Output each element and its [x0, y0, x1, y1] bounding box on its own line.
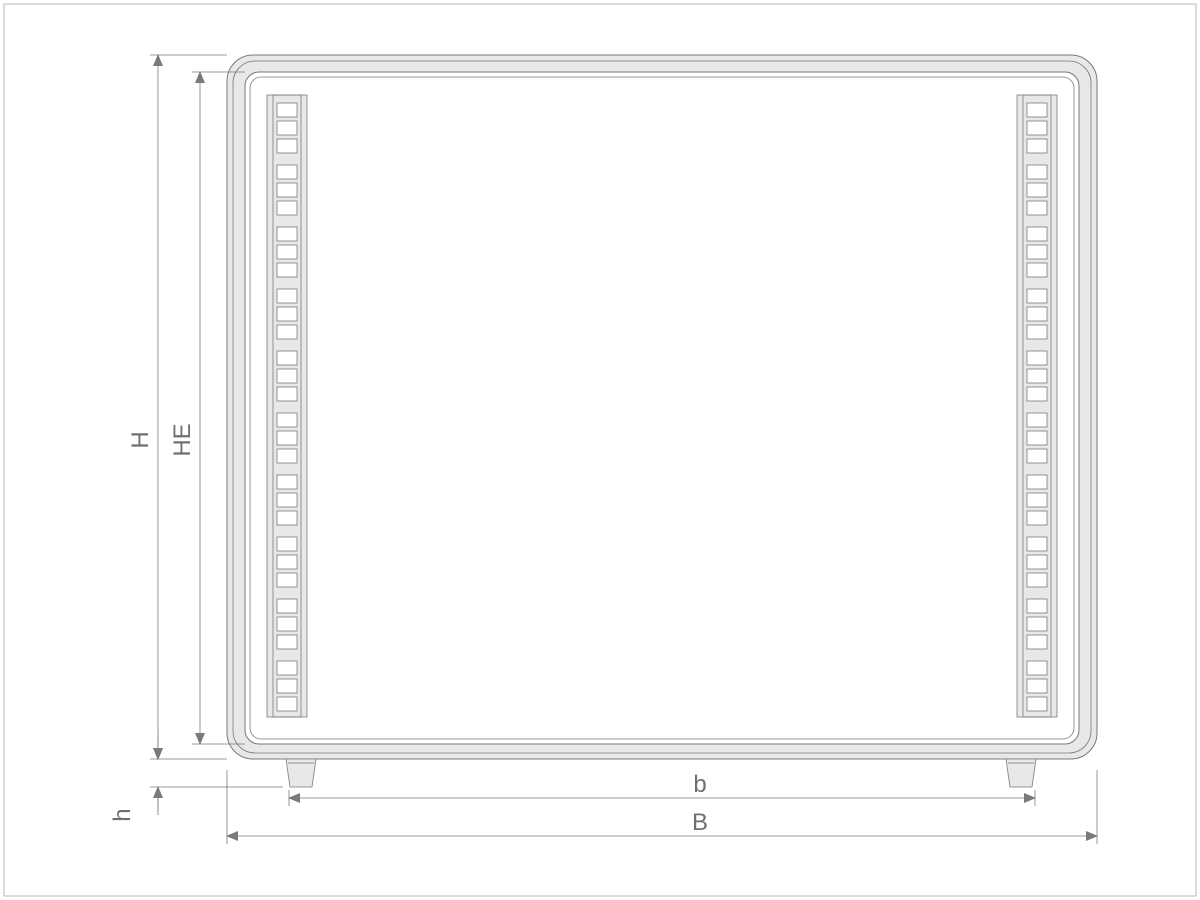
- label-B: B: [692, 809, 708, 836]
- label-h: h: [109, 808, 136, 821]
- rail-right: [1017, 95, 1057, 717]
- feet: [286, 759, 1036, 787]
- enclosure-inner-opening: [245, 72, 1079, 744]
- label-H: H: [127, 431, 154, 448]
- rack-enclosure: [227, 55, 1097, 759]
- label-b: b: [693, 771, 706, 798]
- rail-left: [267, 95, 307, 717]
- label-HE: HE: [169, 423, 196, 456]
- technical-drawing: H HE h b B: [0, 0, 1200, 900]
